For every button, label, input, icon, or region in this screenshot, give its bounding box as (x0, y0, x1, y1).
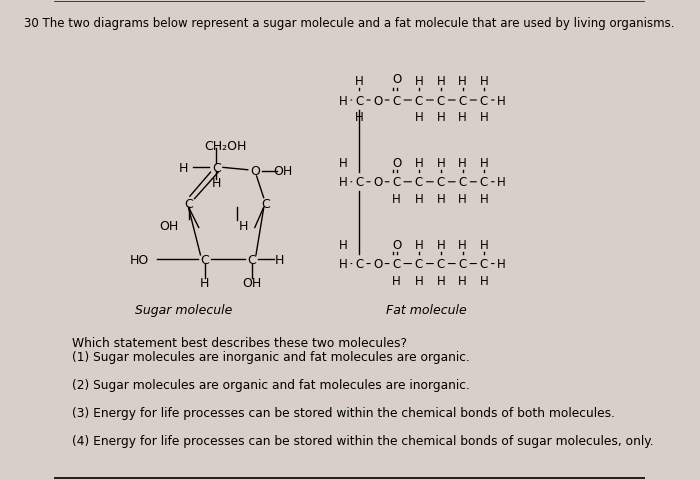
Text: H: H (211, 177, 221, 190)
Text: O: O (373, 94, 382, 108)
Text: C: C (458, 94, 467, 108)
Text: H: H (355, 111, 364, 124)
Text: Sugar molecule: Sugar molecule (135, 303, 232, 316)
Text: H: H (355, 75, 364, 88)
Text: H: H (200, 276, 209, 290)
Text: (2) Sugar molecules are organic and fat molecules are inorganic.: (2) Sugar molecules are organic and fat … (71, 378, 470, 391)
Text: O: O (250, 165, 260, 178)
Text: OH: OH (274, 165, 293, 178)
Text: (1) Sugar molecules are inorganic and fat molecules are organic.: (1) Sugar molecules are inorganic and fa… (71, 350, 470, 363)
Text: C: C (415, 94, 423, 108)
Text: C: C (437, 176, 445, 189)
Text: H: H (275, 253, 284, 267)
Text: O: O (373, 176, 382, 189)
Text: H: H (339, 176, 348, 189)
Text: H: H (437, 192, 445, 206)
Text: H: H (480, 111, 489, 124)
Text: O: O (392, 156, 401, 170)
Text: H: H (414, 111, 424, 124)
Text: C: C (437, 94, 445, 108)
Text: C: C (355, 257, 363, 271)
Text: C: C (480, 257, 488, 271)
Text: H: H (458, 75, 467, 88)
Text: C: C (480, 94, 488, 108)
Text: CH₂OH: CH₂OH (204, 140, 247, 153)
Text: H: H (339, 94, 348, 108)
Text: Which statement best describes these two molecules?: Which statement best describes these two… (71, 336, 407, 349)
Text: H: H (179, 161, 188, 175)
Text: C: C (184, 197, 193, 211)
Text: (4) Energy for life processes can be stored within the chemical bonds of sugar m: (4) Energy for life processes can be sto… (71, 434, 653, 447)
Text: OH: OH (160, 219, 178, 232)
Text: H: H (339, 156, 348, 170)
Text: C: C (248, 253, 256, 267)
Text: C: C (200, 253, 209, 267)
Text: H: H (480, 75, 489, 88)
Text: H: H (497, 176, 506, 189)
Text: (3) Energy for life processes can be stored within the chemical bonds of both mo: (3) Energy for life processes can be sto… (71, 406, 615, 419)
Text: C: C (393, 176, 400, 189)
Text: H: H (414, 192, 424, 206)
Text: H: H (458, 111, 467, 124)
Text: H: H (339, 238, 348, 252)
Text: C: C (355, 94, 363, 108)
Text: Fat molecule: Fat molecule (386, 303, 466, 316)
Text: H: H (458, 192, 467, 206)
Text: H: H (480, 274, 489, 288)
Text: C: C (480, 176, 488, 189)
Text: C: C (261, 197, 270, 211)
Text: H: H (497, 94, 506, 108)
Text: H: H (437, 75, 445, 88)
Text: H: H (392, 192, 401, 206)
Text: H: H (458, 238, 467, 252)
Text: H: H (458, 156, 467, 170)
Text: C: C (458, 176, 467, 189)
Text: OH: OH (242, 276, 262, 290)
Text: C: C (458, 257, 467, 271)
Text: H: H (437, 111, 445, 124)
Text: H: H (437, 156, 445, 170)
Text: H: H (414, 274, 424, 288)
Text: C: C (355, 176, 363, 189)
Text: H: H (414, 156, 424, 170)
Text: H: H (480, 192, 489, 206)
Text: HO: HO (130, 253, 149, 267)
Text: O: O (392, 238, 401, 252)
Text: H: H (414, 238, 424, 252)
Text: C: C (437, 257, 445, 271)
Text: H: H (480, 238, 489, 252)
Text: H: H (437, 274, 445, 288)
Text: H: H (480, 156, 489, 170)
Text: H: H (497, 257, 506, 271)
Text: C: C (393, 94, 400, 108)
Text: H: H (238, 219, 248, 232)
Text: H: H (458, 274, 467, 288)
Text: C: C (393, 257, 400, 271)
Text: C: C (415, 176, 423, 189)
Text: H: H (414, 75, 424, 88)
Text: C: C (212, 161, 220, 175)
Text: H: H (339, 257, 348, 271)
Text: 30 The two diagrams below represent a sugar molecule and a fat molecule that are: 30 The two diagrams below represent a su… (24, 17, 675, 30)
Text: H: H (437, 238, 445, 252)
Text: O: O (373, 257, 382, 271)
Text: H: H (392, 274, 401, 288)
Text: C: C (415, 257, 423, 271)
Text: O: O (392, 72, 401, 86)
